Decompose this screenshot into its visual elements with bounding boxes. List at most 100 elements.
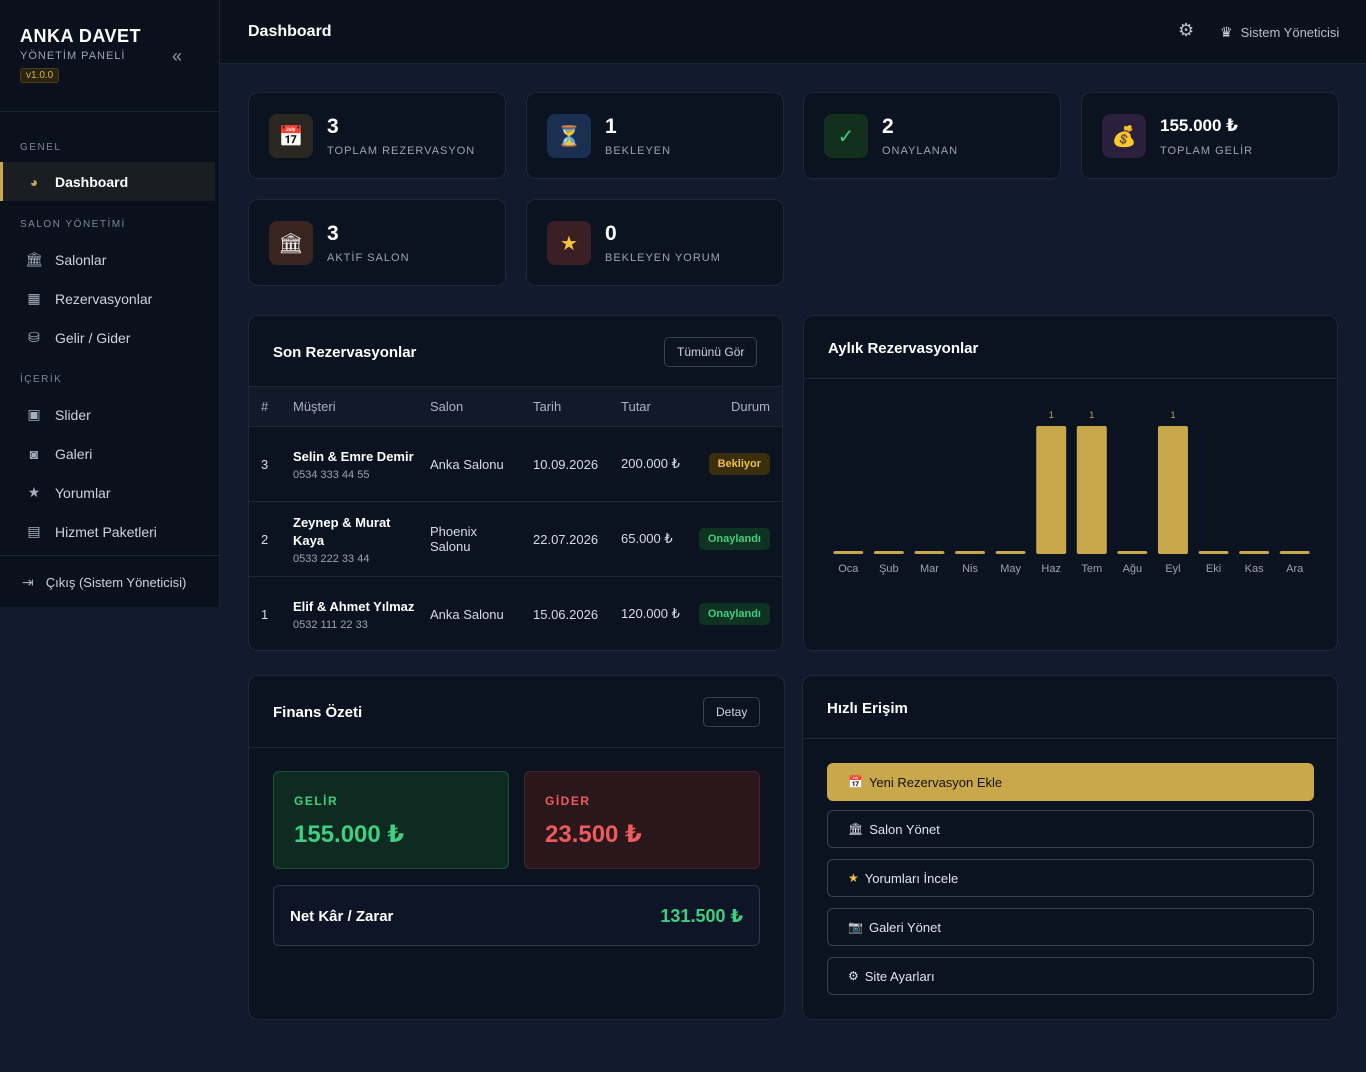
topbar: Dashboard ⚙ ♛ Sistem Yöneticisi <box>220 0 1366 64</box>
tick-label: Tem <box>1081 563 1102 575</box>
review-comments-button[interactable]: ★ Yorumları İncele <box>827 859 1314 897</box>
brand-title: ANKA DAVET <box>20 26 141 46</box>
logout-button[interactable]: ⇥ Çıkış (Sistem Yöneticisi) <box>22 574 186 591</box>
reservations-table: # Müşteri Salon Tarih Tutar Durum 3 Seli… <box>249 386 782 651</box>
sidebar-item-dashboard[interactable]: ◕ Dashboard <box>0 162 215 201</box>
sidebar-item-reservations[interactable]: ▦ Rezervasyonlar <box>0 279 215 318</box>
table-row[interactable]: 3 Selin & Emre Demir 0534 333 44 55 Anka… <box>249 427 782 502</box>
new-reservation-button[interactable]: 📅 Yeni Rezervasyon Ekle <box>827 763 1314 801</box>
net-value: 131.500 ₺ <box>660 906 743 926</box>
customer-phone: 0533 222 33 44 <box>293 552 370 565</box>
data-label: 1 <box>1049 410 1054 420</box>
expense-box: GİDER 23.500 ₺ <box>524 771 760 869</box>
panel-title: Son Rezervasyonlar <box>273 344 417 361</box>
stat-value: 3 <box>327 222 339 245</box>
bar-May <box>995 551 1026 554</box>
star-icon: ★ <box>547 221 591 265</box>
sidebar-item-label: Salonlar <box>55 251 107 268</box>
net-profit-box: Net Kâr / Zarar 131.500 ₺ <box>273 885 760 946</box>
sidebar-item-label: Gelir / Gider <box>55 329 131 346</box>
calendar-icon: ▦ <box>27 290 41 306</box>
site-settings-button[interactable]: ⚙ Site Ayarları <box>827 957 1314 995</box>
cell-date: 10.09.2026 <box>533 456 599 472</box>
sidebar-item-packages[interactable]: ▤ Hizmet Paketleri <box>0 512 215 551</box>
cell-amount: 120.000 ₺ <box>621 606 680 622</box>
page-title: Dashboard <box>248 23 332 40</box>
stat-card-total-income: 💰 155.000 ₺ TOPLAM GELİR <box>1081 92 1339 179</box>
sidebar-item-label: Hizmet Paketleri <box>55 523 157 540</box>
user-name: Sistem Yöneticisi <box>1240 25 1340 40</box>
sidebar-item-label: Slider <box>55 406 91 423</box>
sidebar-item-reviews[interactable]: ★ Yorumlar <box>0 473 215 512</box>
gift-icon: ▤ <box>27 523 41 539</box>
panel-title: Aylık Rezervasyonlar <box>828 340 979 357</box>
stat-value: 155.000 ₺ <box>1160 116 1239 135</box>
section-label-general: GENEL <box>20 142 62 153</box>
brand-subtitle: YÖNETİM PANELİ <box>20 50 126 62</box>
gear-icon[interactable]: ⚙ <box>1178 20 1195 40</box>
check-icon: ✓ <box>824 114 868 158</box>
brand: ANKA DAVET YÖNETİM PANELİ v1.0.0 <box>20 26 141 83</box>
bar-Ara <box>1279 551 1310 554</box>
button-label: Yorumları İncele <box>864 870 959 886</box>
button-label: Galeri Yönet <box>868 919 941 935</box>
sidebar: ANKA DAVET YÖNETİM PANELİ v1.0.0 « GENEL… <box>0 0 220 607</box>
bar-Haz <box>1036 426 1067 554</box>
user-menu[interactable]: ♛ Sistem Yöneticisi <box>1220 24 1339 41</box>
manage-gallery-button[interactable]: 📷 Galeri Yönet <box>827 908 1314 946</box>
sidebar-item-gallery[interactable]: ◙ Galeri <box>0 434 215 473</box>
money-bag-icon: 💰 <box>1102 114 1146 158</box>
stat-label: TOPLAM GELİR <box>1160 145 1254 157</box>
bar-Oca <box>833 551 864 554</box>
tick-label: Haz <box>1041 563 1061 575</box>
bar-Tem <box>1076 426 1107 554</box>
cell-date: 15.06.2026 <box>533 606 599 622</box>
cell-status: Onaylandı <box>681 577 782 651</box>
table-header-row: # Müşteri Salon Tarih Tutar Durum <box>249 386 782 427</box>
income-value: 155.000 ₺ <box>294 821 405 848</box>
sidebar-item-salons[interactable]: 🏛 Salonlar <box>0 240 215 279</box>
version-badge: v1.0.0 <box>20 68 60 83</box>
stat-value: 0 <box>605 222 617 245</box>
table-row[interactable]: 2 Zeynep & Murat Kaya 0533 222 33 44 Pho… <box>249 502 782 577</box>
cell-salon: Anka Salonu <box>430 606 504 622</box>
data-label: 1 <box>1170 410 1175 420</box>
cell-customer: Selin & Emre Demir 0534 333 44 55 <box>281 427 418 502</box>
stat-card-active-salons: 🏛 3 AKTİF SALON <box>248 199 506 286</box>
button-label: Salon Yönet <box>869 821 940 837</box>
bar-Şub <box>873 551 904 554</box>
cell-salon: Anka Salonu <box>430 456 504 472</box>
customer-name: Selin & Emre Demir <box>293 448 414 464</box>
sidebar-item-slider[interactable]: ▣ Slider <box>0 395 215 434</box>
expense-value: 23.500 ₺ <box>545 821 642 848</box>
col-date: Tarih <box>521 386 609 427</box>
status-badge: Onaylandı <box>698 603 770 626</box>
stat-card-pending: ⏳ 1 BEKLEYEN <box>526 92 784 179</box>
manage-salons-button[interactable]: 🏛 Salon Yönet <box>827 810 1314 848</box>
sidebar-item-label: Yorumlar <box>55 484 111 501</box>
status-badge: Bekliyor <box>708 453 770 475</box>
panel-title: Hızlı Erişim <box>827 700 908 717</box>
stat-label: BEKLEYEN <box>605 145 672 157</box>
star-icon: ★ <box>27 484 41 500</box>
sidebar-item-finance[interactable]: ⛁ Gelir / Gider <box>0 318 215 357</box>
calendar-icon: 📅 <box>848 775 863 789</box>
cell-salon: Phoenix Salonu <box>430 524 477 554</box>
building-icon: 🏛 <box>848 822 864 836</box>
view-all-button[interactable]: Tümünü Gör <box>664 337 758 367</box>
monthly-reservations-panel: Aylık Rezervasyonlar Oca Şub Mar Nis May 1 Haz… <box>803 315 1338 651</box>
dashboard-icon: ◕ <box>29 173 39 190</box>
detail-button[interactable]: Detay <box>703 697 761 727</box>
sidebar-item-label: Galeri <box>55 445 93 462</box>
table-row[interactable]: 1 Elif & Ahmet Yılmaz 0532 111 22 33 Ank… <box>249 577 782 651</box>
stat-value: 3 <box>327 115 339 138</box>
tick-label: Oca <box>838 563 859 575</box>
camera-icon: ◙ <box>29 445 39 462</box>
bar-Kas <box>1239 551 1270 554</box>
panel-title: Finans Özeti <box>273 704 363 721</box>
tick-label: May <box>1000 563 1021 575</box>
bar-Eki <box>1198 551 1229 554</box>
collapse-sidebar-icon[interactable]: « <box>172 46 183 66</box>
income-label: GELİR <box>294 794 339 808</box>
tick-label: Ara <box>1286 563 1304 575</box>
